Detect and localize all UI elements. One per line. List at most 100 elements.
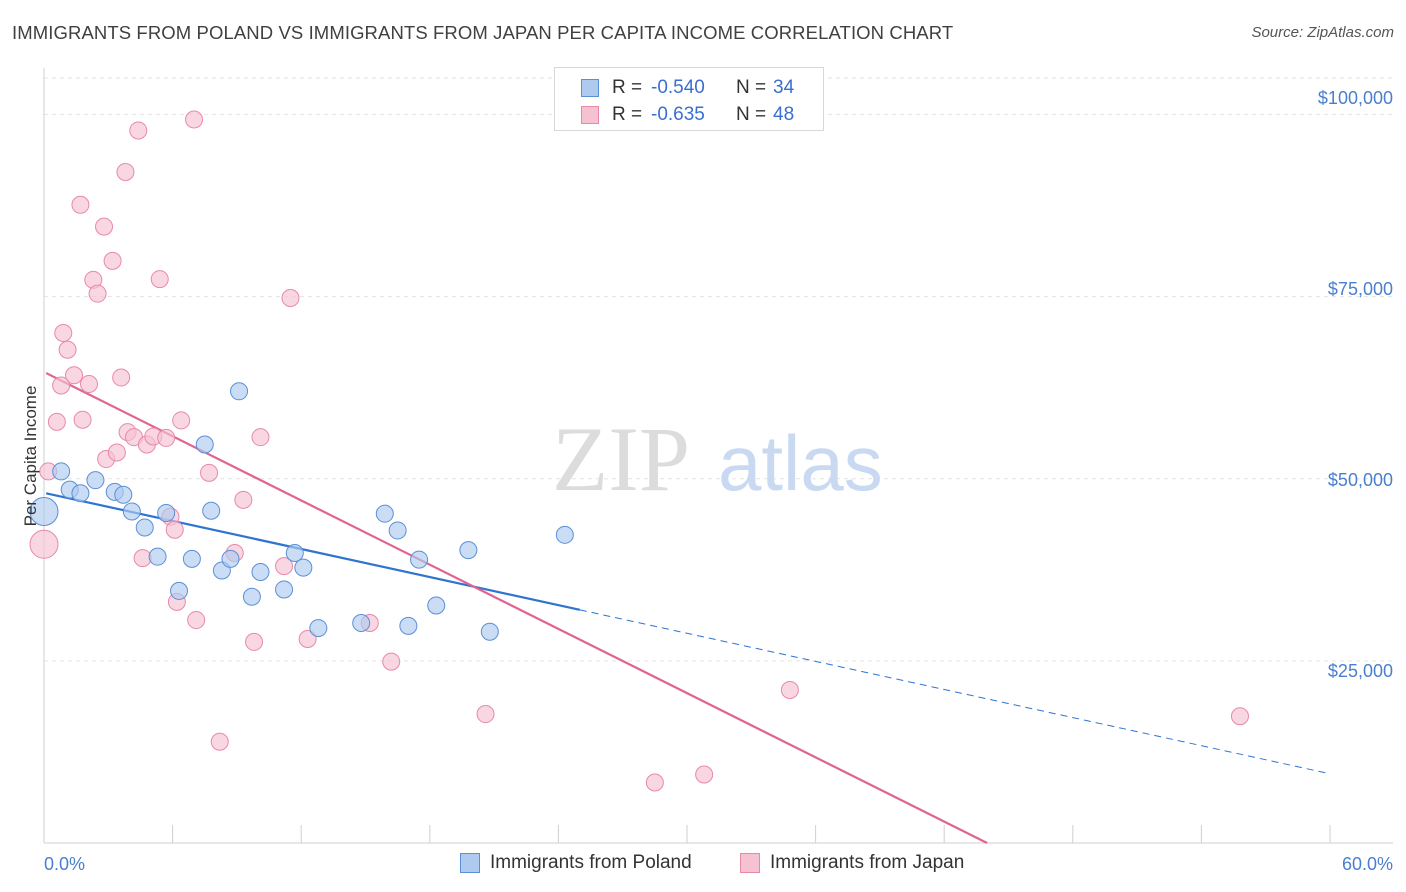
legend-swatch-japan (581, 106, 599, 124)
point-poland-20 (275, 580, 294, 599)
point-poland-9 (148, 547, 167, 566)
point-poland-21 (285, 544, 304, 563)
point-japan-25 (157, 428, 176, 447)
point-japan-12 (95, 217, 114, 236)
point-japan-30 (185, 110, 204, 129)
point-poland-0 (29, 497, 59, 526)
point-japan-46 (780, 681, 799, 699)
series-label-japan: Immigrants from Japan (770, 852, 965, 873)
point-poland-10 (157, 503, 176, 522)
point-poland-8 (135, 518, 154, 537)
point-japan-20 (129, 121, 148, 140)
y-tick-label-25000: $25,000 (1328, 661, 1393, 681)
point-japan-6 (65, 366, 84, 385)
series-label-poland: Immigrants from Poland (490, 852, 692, 873)
trend-line-extension-0 (579, 609, 1331, 775)
point-japan-24 (150, 270, 169, 289)
point-poland-4 (86, 471, 105, 490)
x-tick-label-0: 0.0% (44, 854, 85, 874)
point-poland-25 (375, 504, 394, 523)
gridlines (44, 77, 1393, 662)
x-tick-label-1: 60.0% (1342, 854, 1393, 874)
point-poland-29 (427, 596, 446, 615)
y-tick-label-75000: $75,000 (1328, 279, 1393, 299)
point-japan-8 (73, 410, 92, 429)
point-japan-21 (133, 549, 152, 568)
point-poland-22 (294, 558, 313, 577)
point-japan-36 (245, 632, 264, 651)
point-japan-31 (187, 611, 206, 630)
point-japan-44 (645, 773, 664, 792)
point-japan-15 (107, 443, 126, 462)
y-tick-label-100000: $100,000 (1318, 88, 1393, 108)
point-japan-45 (695, 765, 714, 784)
point-poland-24 (352, 613, 371, 632)
legend-n-value: 34 (773, 77, 795, 98)
y-axis-label: Per Capita Income (21, 386, 40, 527)
point-japan-35 (234, 490, 253, 509)
legend-swatch-poland (581, 79, 599, 97)
point-japan-29 (172, 411, 191, 430)
watermark: ZIP atlas (552, 408, 883, 510)
point-poland-31 (480, 622, 499, 641)
legend-n-value: 48 (773, 104, 795, 125)
watermark-zip: ZIP (552, 408, 690, 510)
point-poland-12 (182, 549, 201, 568)
point-japan-0 (29, 529, 59, 559)
point-japan-3 (52, 376, 71, 395)
point-japan-27 (165, 520, 184, 539)
legend-n-label: N = (736, 77, 767, 98)
axis-labels: Per Capita Income 0.0% 60.0% $25,000 $50… (21, 88, 1393, 874)
watermark-atlas: atlas (718, 419, 883, 507)
axes (43, 68, 1393, 844)
point-japan-9 (80, 375, 99, 393)
series-swatch-poland (460, 853, 480, 873)
point-poland-11 (170, 581, 189, 600)
point-japan-4 (54, 324, 73, 342)
point-poland-32 (555, 525, 574, 544)
point-japan-5 (58, 340, 77, 359)
point-japan-32 (200, 463, 219, 482)
point-japan-40 (298, 630, 317, 648)
legend-r-value: -0.635 (651, 104, 705, 125)
point-japan-42 (382, 652, 401, 671)
point-japan-39 (281, 289, 300, 308)
point-poland-26 (388, 521, 407, 540)
point-poland-3 (71, 484, 90, 503)
series-swatch-japan (740, 853, 760, 873)
legend-r-value: -0.540 (651, 77, 705, 98)
chart-title: IMMIGRANTS FROM POLAND VS IMMIGRANTS FRO… (12, 22, 954, 43)
point-poland-18 (242, 587, 261, 606)
point-poland-17 (230, 382, 249, 401)
point-poland-14 (202, 501, 221, 520)
data-points (29, 110, 1249, 792)
point-poland-30 (459, 541, 478, 560)
point-poland-6 (114, 485, 133, 504)
correlation-legend: R = -0.540 N = 34 R = -0.635 N = 48 (554, 67, 824, 131)
y-tick-label-50000: $50,000 (1328, 470, 1393, 490)
point-poland-7 (122, 502, 141, 521)
point-poland-19 (251, 562, 270, 581)
point-japan-7 (71, 195, 90, 214)
legend-n-label: N = (736, 104, 767, 125)
point-japan-16 (112, 368, 131, 387)
point-japan-47 (1230, 707, 1249, 726)
point-poland-13 (195, 435, 214, 454)
point-japan-38 (275, 557, 294, 576)
point-poland-28 (410, 550, 429, 569)
point-japan-11 (88, 284, 107, 303)
legend-r-label: R = (612, 104, 643, 125)
legend-r-label: R = (612, 77, 643, 98)
point-poland-27 (399, 616, 418, 635)
point-japan-37 (251, 428, 270, 447)
point-japan-14 (103, 251, 122, 270)
point-japan-33 (210, 732, 229, 751)
point-japan-43 (476, 705, 495, 724)
point-poland-23 (309, 619, 328, 638)
point-poland-1 (52, 462, 71, 481)
point-japan-17 (116, 162, 135, 181)
point-japan-2 (47, 412, 66, 431)
point-poland-16 (221, 549, 240, 568)
chart-source: Source: ZipAtlas.com (1251, 24, 1394, 41)
